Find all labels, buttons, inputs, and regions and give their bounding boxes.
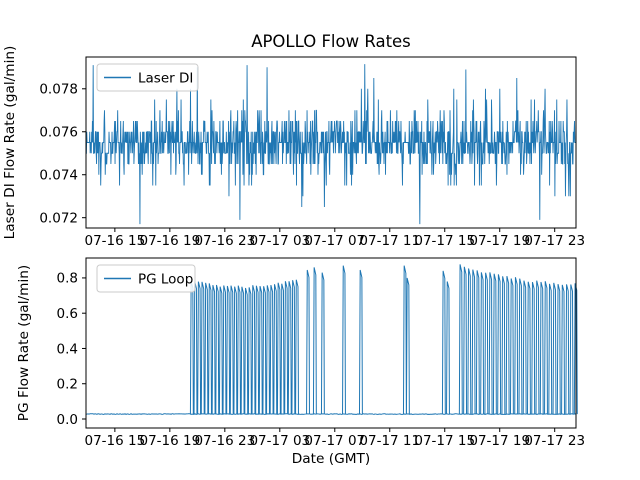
bottom-y-axis-label: PG Flow Rate (gal/min) — [16, 265, 32, 422]
x-tick-label: 07-17 15 — [414, 233, 475, 249]
x-tick-label: 07-17 07 — [304, 433, 365, 449]
chart-title: APOLLO Flow Rates — [251, 32, 411, 51]
x-tick-label: 07-17 03 — [249, 433, 310, 449]
laser-di-legend-label: Laser DI — [138, 71, 193, 87]
x-tick-label: 07-16 23 — [194, 433, 255, 449]
x-tick-label: 07-16 19 — [139, 233, 200, 249]
x-tick-label: 07-16 15 — [85, 433, 146, 449]
x-tick-label: 07-17 19 — [469, 433, 530, 449]
x-tick-label: 07-17 23 — [524, 233, 585, 249]
bottom-axes-frame — [85, 257, 577, 429]
y-tick-label: 0.074 — [39, 168, 78, 184]
y-tick-label: 0.0 — [57, 412, 78, 428]
top-legend: Laser DI — [96, 63, 199, 92]
x-tick-label: 07-17 19 — [469, 233, 530, 249]
laser-di-line — [85, 64, 576, 225]
top-legend-box — [96, 63, 199, 92]
x-tick-label: 07-17 11 — [359, 233, 420, 249]
bottom-legend-box — [96, 264, 196, 293]
x-tick-label: 07-17 11 — [359, 433, 420, 449]
x-tick-label: 07-16 15 — [85, 233, 146, 249]
x-tick-label: 07-17 03 — [249, 233, 310, 249]
pg-loop-legend-label: PG Loop — [138, 272, 193, 288]
top-axes-frame — [85, 56, 577, 229]
x-tick-label: 07-16 23 — [194, 233, 255, 249]
x-tick-label: 07-17 23 — [524, 433, 585, 449]
x-tick-label: 07-17 15 — [414, 433, 475, 449]
y-tick-label: 0.2 — [57, 377, 78, 393]
y-tick-label: 0.078 — [39, 82, 78, 98]
x-axis-label: Date (GMT) — [292, 451, 371, 467]
x-tick-label: 07-17 07 — [304, 233, 365, 249]
y-tick-label: 0.076 — [39, 125, 78, 141]
x-tick-label: 07-16 19 — [139, 433, 200, 449]
pg-loop-baseline — [85, 413, 577, 415]
bottom-legend: PG Loop — [96, 264, 196, 293]
y-tick-label: 0.072 — [39, 210, 78, 226]
y-tick-label: 0.6 — [57, 306, 78, 322]
top-y-axis-label: Laser DI Flow Rate (gal/min) — [2, 46, 18, 240]
y-tick-label: 0.8 — [57, 271, 78, 287]
laser-di-series — [85, 64, 576, 225]
y-tick-label: 0.4 — [57, 341, 78, 357]
